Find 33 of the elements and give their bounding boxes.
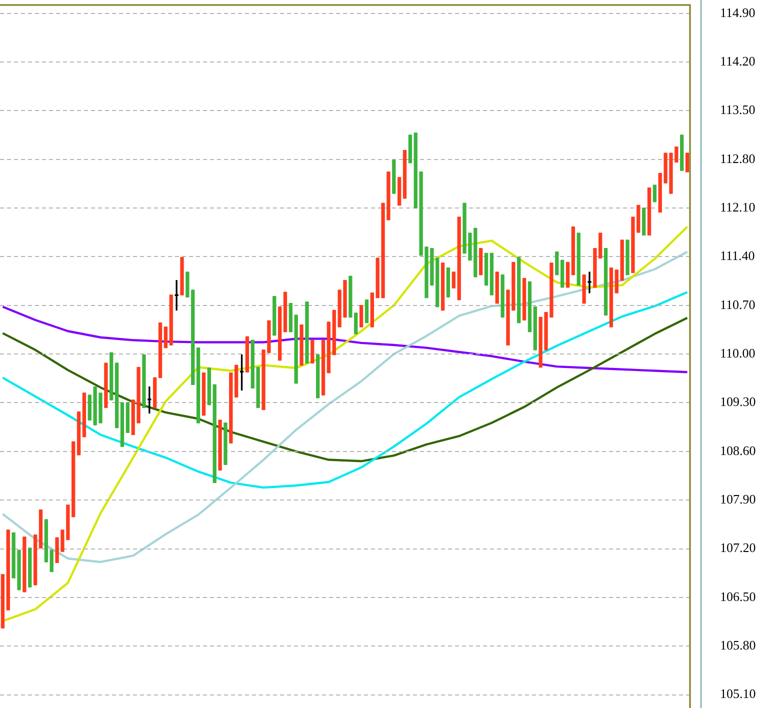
candlestick <box>310 340 314 364</box>
y-tick-label: 111.40 <box>720 248 755 264</box>
y-tick-label: 114.20 <box>720 53 756 68</box>
candlestick <box>359 305 364 328</box>
candlestick <box>245 336 250 372</box>
y-tick-label: 114.90 <box>720 4 756 20</box>
y-tick-label: 108.60 <box>720 442 756 458</box>
y-tick-label: 107.90 <box>720 492 756 507</box>
candlestick <box>283 292 288 332</box>
candlestick <box>408 134 412 164</box>
y-tick-label: 112.10 <box>720 199 756 214</box>
candlestick <box>680 134 684 171</box>
y-tick-label: 110.00 <box>720 345 756 360</box>
y-tick-label: 112.80 <box>720 150 756 166</box>
candlestick <box>500 274 504 318</box>
candlestick <box>484 252 488 286</box>
y-tick-label: 106.50 <box>720 588 756 604</box>
candlestick <box>495 272 499 304</box>
y-tick-label: 113.50 <box>720 102 756 118</box>
y-tick-label: 105.10 <box>720 686 756 702</box>
y-tick-label: 109.30 <box>720 394 756 410</box>
candlestick <box>555 252 559 276</box>
candlestick <box>614 270 618 294</box>
candlestick <box>120 402 124 447</box>
y-tick-label: 107.20 <box>720 540 756 556</box>
candlestick <box>582 274 586 304</box>
candlestick <box>392 160 396 194</box>
candlestick <box>490 252 494 296</box>
candlestick <box>364 300 369 324</box>
y-tick-label: 110.70 <box>720 296 756 312</box>
candlestick <box>164 326 168 348</box>
y-tick-label: 105.80 <box>720 638 756 653</box>
candlestick <box>626 240 630 276</box>
